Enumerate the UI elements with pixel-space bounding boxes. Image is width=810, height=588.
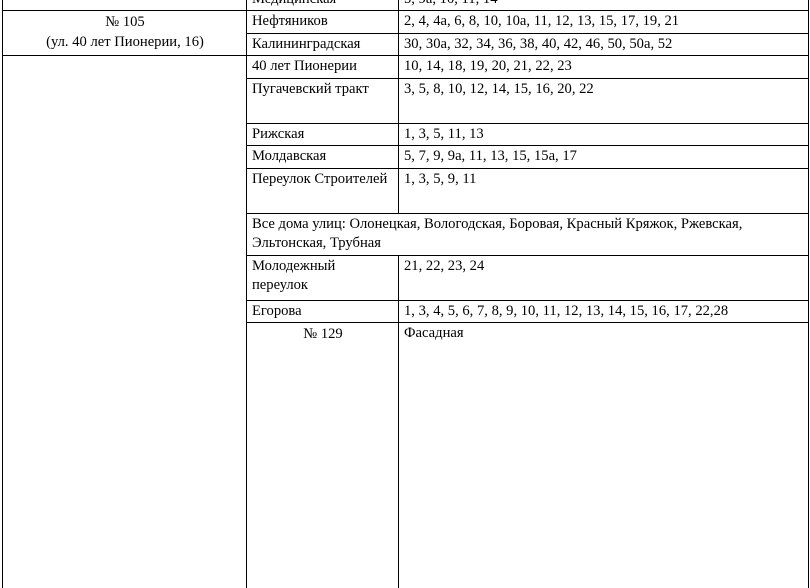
cell-street: Молдавская (246, 145, 399, 169)
table-row: Молдавская 5, 7, 9, 9а, 11, 13, 15, 15а,… (3, 145, 809, 169)
table-row: Пугачевский тракт 3, 5, 8, 10, 12, 14, 1… (3, 77, 809, 124)
cell-house-empty (2, 55, 247, 588)
table-row: Молодежный переулок 21, 22, 23, 24 (3, 254, 809, 301)
boiler-table-105: № 105 (ул. 40 лет Пионерии, 16) Нефтяник… (2, 9, 809, 588)
cell-street: Рижская (246, 122, 399, 147)
cell-numbers: 5, 7, 9, 9а, 11, 13, 15, 15а, 17 (398, 145, 809, 169)
table-row: № 129 Фасадная 1, 3, 3а, 4, 5, 6, 6стр, … (3, 322, 809, 588)
cell-street: Пугачевский тракт (246, 77, 399, 124)
cell-numbers: 1, 3, 4, 5, 6, 7, 8, 9, 10, 11, 12, 13, … (398, 299, 809, 324)
cell-street: Медицинская (246, 0, 399, 10)
cell-street: Молодежный переулок (246, 254, 399, 301)
cell-numbers: 10, 14, 18, 19, 20, 21, 22, 23 (398, 55, 809, 79)
cell-boiler-id: № 105 (ул. 40 лет Пионерии, 16) (2, 9, 247, 57)
cell-numbers: 30, 30а, 32, 34, 36, 38, 40, 42, 46, 50,… (398, 32, 809, 57)
boiler-address: (ул. 40 лет Пионерии, 16) (46, 33, 204, 50)
table-top-fragment: Медицинская 5, 9a, 10, 11, 14 (2, 0, 809, 10)
cell-numbers: 21, 22, 23, 24 (398, 254, 809, 301)
table-row: № 105 (ул. 40 лет Пионерии, 16) Нефтяник… (2, 9, 809, 57)
cell-street: Калининградская (246, 32, 399, 57)
cell-street: 40 лет Пионерии (246, 55, 399, 79)
cell-all-houses-note: Все дома улиц: Олонецкая, Вологодская, Б… (246, 212, 809, 256)
cell-house (2, 0, 247, 10)
cell-street: Фасадная (398, 322, 809, 588)
boiler-number: № 105 (105, 14, 145, 30)
cell-numbers: 5, 9a, 10, 11, 14 (398, 0, 809, 10)
table-row: 40 лет Пионерии 10, 14, 18, 19, 20, 21, … (2, 55, 809, 588)
clipped-top-row: Медицинская 5, 9a, 10, 11, 14 (0, 0, 810, 10)
cell-numbers: 1, 3, 5, 9, 11 (398, 167, 809, 214)
cell-street: Нефтяников (246, 10, 399, 34)
cell-street: Переулок Строителей (246, 167, 399, 214)
table-row: Медицинская 5, 9a, 10, 11, 14 (2, 0, 809, 10)
table-row: Рижская 1, 3, 5, 11, 13 (3, 122, 809, 147)
cell-boiler-id: № 129 (246, 322, 399, 588)
cell-street: Егорова (246, 299, 399, 324)
table-row-note: Все дома улиц: Олонецкая, Вологодская, Б… (3, 212, 809, 256)
cell-numbers: 1, 3, 5, 11, 13 (398, 122, 809, 147)
table-row: Егорова 1, 3, 4, 5, 6, 7, 8, 9, 10, 11, … (3, 299, 809, 324)
cell-numbers: 2, 4, 4а, 6, 8, 10, 10а, 11, 12, 13, 15,… (398, 10, 809, 34)
cell-numbers: 3, 5, 8, 10, 12, 14, 15, 16, 20, 22 (398, 77, 809, 124)
